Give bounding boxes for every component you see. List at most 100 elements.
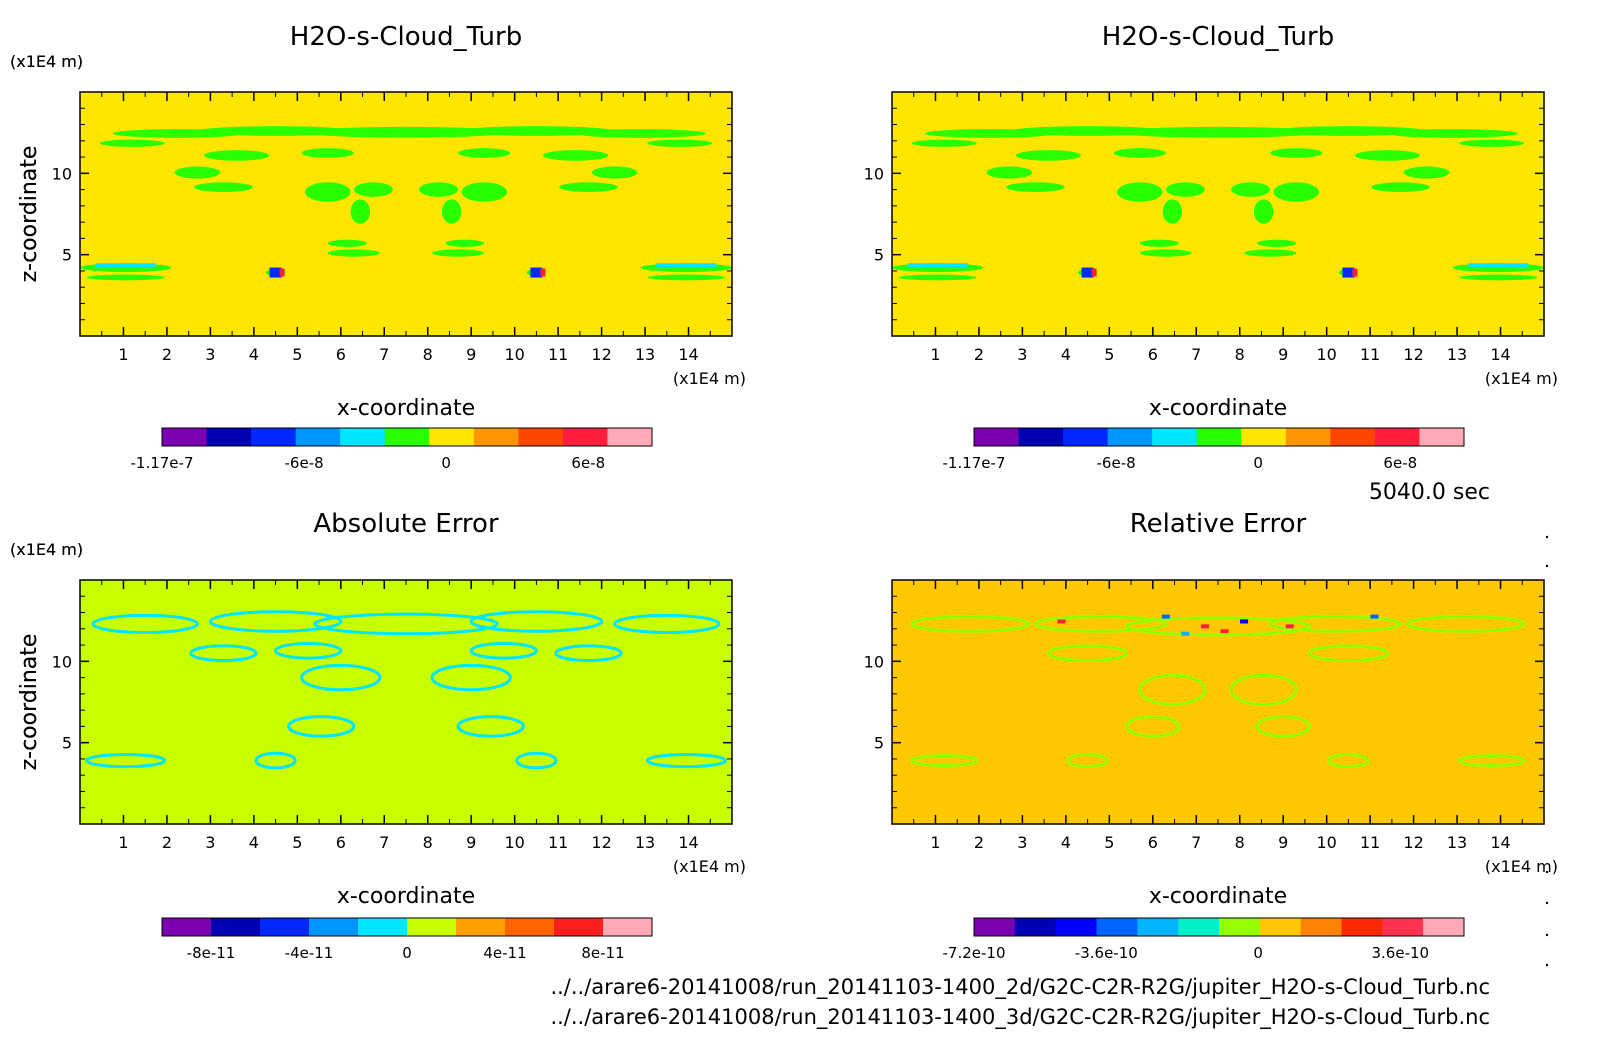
colorbar-swatch [429,428,475,446]
colorbar-swatch [607,428,653,446]
x-tick-label: 2 [162,345,172,364]
colorbar-frame [161,917,653,937]
x-tick-label: 5 [292,833,302,852]
x-tick-label: 8 [1235,833,1245,852]
chart-title: H2O-s-Cloud_Turb [1102,22,1334,52]
x-tick-label: 13 [635,833,655,852]
y-unit-label: (x1E4 m) [10,540,83,559]
contour-region [430,663,512,692]
x-tick-label: 7 [379,833,389,852]
x-tick-label: 7 [379,345,389,364]
contour-region [1405,615,1526,633]
contour-region [1273,182,1320,202]
colorbar-swatch [1196,428,1242,446]
contour-region [300,663,382,692]
colorbar-swatch [1107,428,1153,446]
colorbar-tick-label: 0 [441,454,451,472]
contour-region [1081,267,1094,278]
colorbar-tick-label: -7.2e-10 [943,944,1006,962]
colorbar-swatch [1055,918,1097,936]
contour-region [456,715,525,738]
contour-region [515,751,558,770]
contour-region [1387,129,1518,138]
time-stamp: 5040.0 sec [1368,480,1490,505]
x-unit-label: (x1E4 m) [673,369,746,388]
contour-region [287,715,356,738]
contour-region [898,274,977,281]
x-tick-label: 6 [1148,833,1158,852]
contour-region [194,182,253,193]
contour-region [542,150,609,161]
colorbar-swatch [1063,428,1109,446]
colorbar-swatch [340,428,386,446]
x-tick-label: 3 [205,833,215,852]
contour-region [559,182,618,193]
chart-panel-3: Absolute Error(x1E4 m)1 2 3 4 5 6 7 8 9 10 11 12 13 1… [10,509,746,962]
contour-region [575,129,706,138]
y-axis-label: z-coordinate [17,634,42,771]
colorbar-swatch [518,428,564,446]
contour-region [1327,752,1370,769]
y-tick-label: 5 [62,734,72,753]
y-tick-label: 10 [52,652,72,671]
colorbar-swatch [358,918,408,936]
colorbar-tick-label: -6e-8 [285,454,324,472]
contour-region [1371,182,1430,193]
colorbar-swatch [206,428,252,446]
contour-region [1253,199,1274,224]
y-tick-label: 5 [62,246,72,265]
x-tick-label: 2 [162,833,172,852]
chart-panel-1: H2O-s-Cloud_Turb(x1E4 m)1 2 3 4 5 6 7 8 9 10 11 12 1… [10,22,746,472]
margin-dot [1545,564,1549,568]
contour-region [91,613,199,634]
x-tick-label: 3 [1017,345,1027,364]
x-tick-label: 14 [678,833,698,852]
colorbar-swatch [1178,918,1220,936]
contour-region [1229,673,1298,706]
contour-region [613,613,721,634]
contour-region [469,610,604,633]
contour-region [1403,166,1450,179]
contour-region [95,263,156,268]
contour-region [327,239,367,247]
x-tick-label: 13 [1447,833,1467,852]
chart-panel-2: H2O-s-Cloud_Turb(x1E4 m)1 2 3 4 5 6 7 8 9 10 11 12 1… [10,22,1558,472]
contour-region [1066,752,1109,769]
file-path-3d: ../../arare6-20141008/run_20141103-1400_… [550,1005,1490,1029]
x-tick-label: 7 [1191,345,1201,364]
margin-dot [1545,901,1549,905]
x-tick-label: 5 [292,345,302,364]
x-tick-label: 6 [336,833,346,852]
contour-region [1244,249,1297,257]
contour-region [1257,239,1297,247]
colorbar-tick-label: -6e-8 [1097,454,1136,472]
contour-region [656,263,717,268]
contour-region [1240,619,1249,624]
colorbar-swatch [1241,428,1287,446]
colorbar-tick-label: 6e-8 [571,454,605,472]
contour-region [1231,182,1271,197]
colorbar-swatch [1152,428,1198,446]
contour-region [174,166,221,179]
contour-region [458,148,511,158]
y-tick-label: 10 [864,164,884,183]
contour-region [910,754,979,767]
x-tick-label: 5 [1104,833,1114,852]
colorbar-swatch [456,918,506,936]
contour-region [469,641,538,660]
colorbar-swatch [1341,918,1383,936]
x-tick-label: 10 [1316,833,1336,852]
contour-region [304,182,351,202]
x-tick-label: 4 [1061,833,1071,852]
contour-region [1270,148,1323,158]
file-path-2d: ../../arare6-20141008/run_20141103-1400_… [550,975,1490,999]
colorbar-swatch [473,428,519,446]
colorbar-tick-label: 0 [1253,454,1263,472]
x-tick-label: 11 [1360,833,1380,852]
contour-region [1139,249,1192,257]
contour-region [554,644,623,663]
colorbar-frame [161,427,653,447]
contour-region [1468,263,1529,268]
contour-region [419,182,459,197]
contour-region [203,150,270,161]
